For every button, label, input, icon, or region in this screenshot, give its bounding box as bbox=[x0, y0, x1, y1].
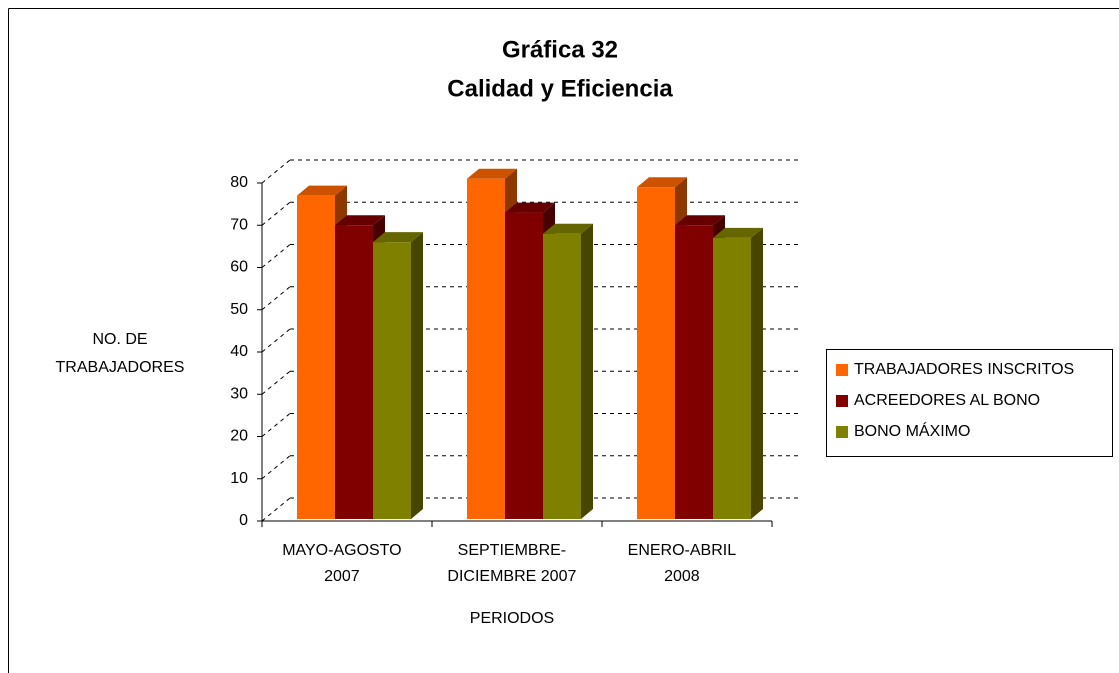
legend-label: BONO MÁXIMO bbox=[854, 421, 970, 440]
grid-diagonal bbox=[261, 497, 291, 522]
legend-swatch bbox=[836, 426, 848, 438]
bar-top bbox=[505, 202, 555, 213]
x-tick-label: 2008 bbox=[664, 568, 700, 585]
bar-top bbox=[637, 177, 687, 188]
x-tick-label: SEPTIEMBRE- bbox=[458, 542, 566, 559]
x-axis-label: PERIODOS bbox=[470, 610, 554, 627]
bar bbox=[675, 225, 713, 519]
y-tick-label: 10 bbox=[230, 470, 248, 487]
bar bbox=[335, 225, 373, 519]
grid-diagonal bbox=[261, 370, 291, 395]
bar-side bbox=[751, 227, 763, 520]
bar-top bbox=[713, 227, 763, 238]
y-tick-label: 60 bbox=[230, 259, 248, 276]
y-axis-label: TRABAJADORES bbox=[56, 359, 185, 376]
bar-top bbox=[297, 185, 347, 196]
bar-top bbox=[675, 215, 725, 226]
bar-top bbox=[335, 215, 385, 226]
y-tick-label: 0 bbox=[239, 512, 248, 529]
grid-diagonal bbox=[261, 201, 291, 226]
bar bbox=[543, 233, 581, 519]
bar bbox=[297, 195, 335, 520]
y-tick-label: 40 bbox=[230, 343, 248, 360]
chart-title: Calidad y Eficiencia bbox=[447, 75, 673, 102]
x-tick-label: ENERO-ABRIL bbox=[628, 542, 737, 559]
bar bbox=[505, 212, 543, 519]
bar bbox=[467, 178, 505, 519]
bar-side bbox=[411, 232, 423, 519]
grid-diagonal bbox=[261, 455, 291, 480]
bar-top bbox=[543, 223, 593, 234]
bar bbox=[637, 187, 675, 519]
grid-diagonal bbox=[261, 159, 291, 184]
x-tick-label: 2007 bbox=[324, 568, 360, 585]
grid-diagonal bbox=[261, 244, 291, 268]
bar-top bbox=[373, 232, 423, 243]
grid-diagonal bbox=[261, 413, 291, 437]
legend-swatch bbox=[836, 395, 848, 407]
y-axis-label: NO. DE bbox=[92, 331, 147, 348]
grid-diagonal bbox=[261, 328, 291, 353]
y-tick-label: 20 bbox=[230, 428, 248, 445]
y-tick-label: 70 bbox=[230, 216, 248, 233]
bar bbox=[713, 237, 751, 520]
chart-title: Gráfica 32 bbox=[502, 36, 618, 63]
legend-label: ACREEDORES AL BONO bbox=[854, 392, 1040, 409]
bar-side bbox=[581, 223, 593, 519]
y-tick-label: 80 bbox=[230, 174, 248, 191]
y-tick-label: 30 bbox=[230, 385, 248, 402]
legend-label: TRABAJADORES INSCRITOS bbox=[854, 361, 1074, 378]
x-tick-label: DICIEMBRE 2007 bbox=[447, 568, 576, 585]
legend-swatch bbox=[836, 364, 848, 376]
y-tick-label: 50 bbox=[230, 301, 248, 318]
legend bbox=[826, 349, 1113, 457]
grid-diagonal bbox=[261, 286, 291, 311]
x-tick-label: MAYO-AGOSTO bbox=[282, 542, 401, 559]
bar bbox=[373, 242, 411, 519]
bar-top bbox=[467, 168, 517, 179]
